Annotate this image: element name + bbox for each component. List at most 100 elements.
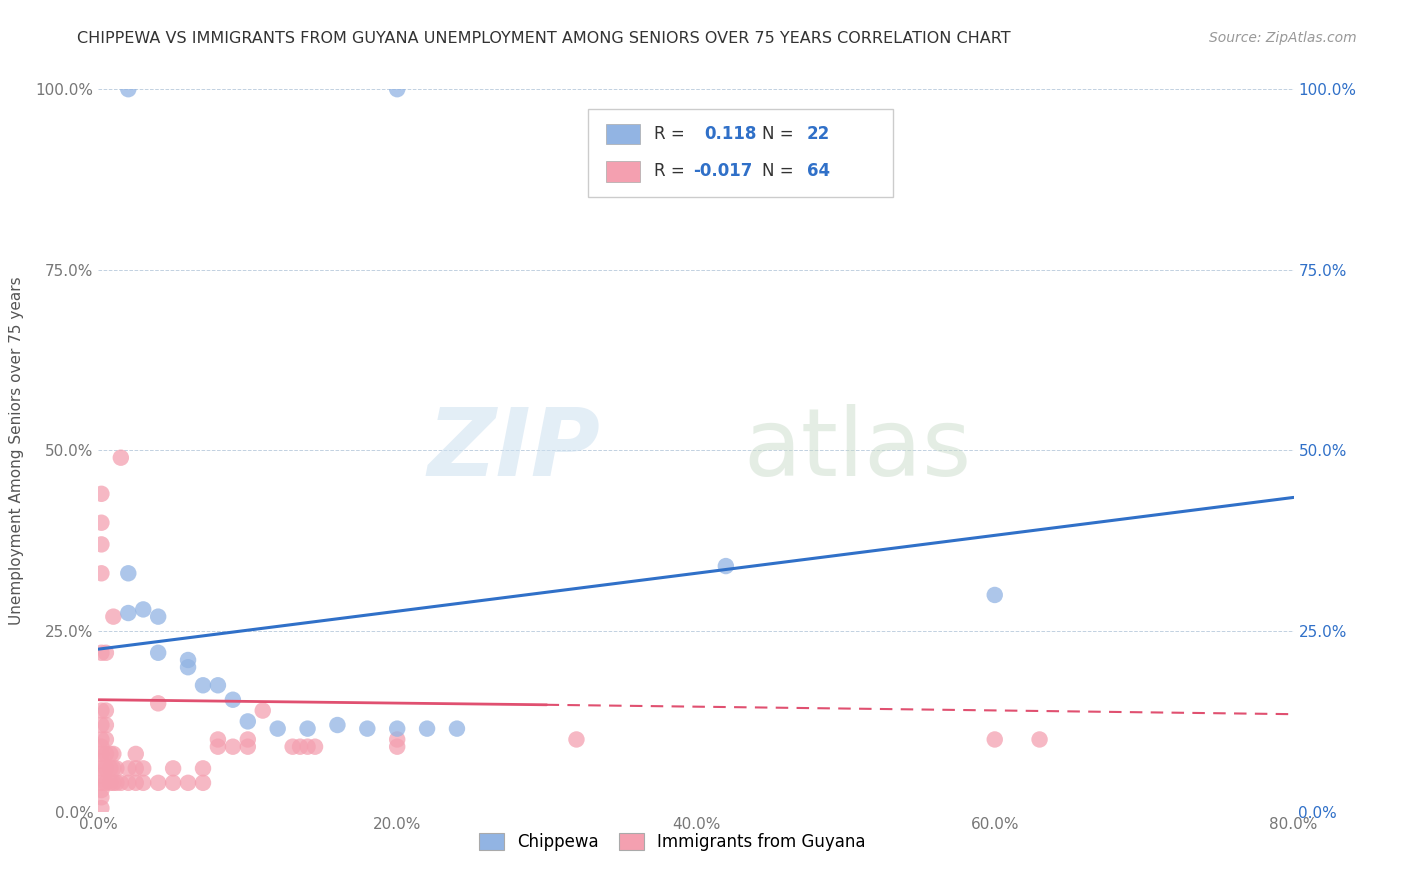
Text: N =: N = — [762, 125, 799, 144]
Point — [117, 606, 139, 620]
Point — [117, 82, 139, 96]
Point — [356, 722, 378, 736]
Point — [984, 588, 1007, 602]
FancyBboxPatch shape — [606, 124, 640, 145]
Point — [385, 722, 409, 736]
Point — [94, 704, 117, 718]
Point — [90, 739, 112, 754]
Point — [117, 776, 139, 790]
Point — [132, 761, 155, 775]
Point — [162, 761, 184, 775]
Point — [191, 678, 214, 692]
Point — [446, 722, 468, 736]
Point — [90, 487, 112, 501]
Point — [252, 704, 274, 718]
Point — [125, 776, 148, 790]
Point — [98, 747, 122, 761]
Point — [90, 754, 112, 768]
Point — [94, 747, 117, 761]
Point — [385, 739, 409, 754]
Point — [90, 537, 112, 551]
Point — [148, 776, 170, 790]
Point — [1028, 732, 1050, 747]
Point — [326, 718, 349, 732]
Legend: Chippewa, Immigrants from Guyana: Chippewa, Immigrants from Guyana — [472, 826, 872, 857]
Point — [110, 450, 132, 465]
Point — [132, 776, 155, 790]
Point — [177, 653, 200, 667]
Point — [90, 776, 112, 790]
Point — [148, 646, 170, 660]
Point — [565, 732, 588, 747]
Text: CHIPPEWA VS IMMIGRANTS FROM GUYANA UNEMPLOYMENT AMONG SENIORS OVER 75 YEARS CORR: CHIPPEWA VS IMMIGRANTS FROM GUYANA UNEMP… — [77, 31, 1011, 46]
Point — [98, 761, 122, 775]
Point — [304, 739, 326, 754]
Point — [110, 776, 132, 790]
Point — [105, 776, 128, 790]
Point — [94, 646, 117, 660]
Point — [984, 732, 1007, 747]
Point — [714, 559, 737, 574]
Point — [416, 722, 439, 736]
Point — [288, 739, 311, 754]
Point — [222, 692, 245, 706]
Point — [222, 739, 245, 754]
Text: R =: R = — [654, 125, 690, 144]
Y-axis label: Unemployment Among Seniors over 75 years: Unemployment Among Seniors over 75 years — [10, 277, 24, 624]
Text: 22: 22 — [807, 125, 831, 144]
Point — [267, 722, 290, 736]
Point — [385, 82, 409, 96]
Point — [103, 761, 125, 775]
Point — [207, 739, 229, 754]
Point — [90, 732, 112, 747]
Point — [90, 747, 112, 761]
Text: R =: R = — [654, 162, 690, 180]
Text: -0.017: -0.017 — [693, 162, 754, 180]
Point — [125, 761, 148, 775]
Point — [162, 776, 184, 790]
Point — [105, 761, 128, 775]
Point — [94, 776, 117, 790]
Point — [94, 732, 117, 747]
Point — [98, 776, 122, 790]
Point — [297, 739, 319, 754]
FancyBboxPatch shape — [589, 109, 893, 197]
Point — [90, 718, 112, 732]
Point — [132, 602, 155, 616]
Point — [90, 646, 112, 660]
Point — [177, 776, 200, 790]
Point — [90, 783, 112, 797]
Point — [177, 660, 200, 674]
Point — [90, 790, 112, 805]
Text: N =: N = — [762, 162, 799, 180]
Point — [90, 761, 112, 775]
FancyBboxPatch shape — [606, 161, 640, 181]
Point — [281, 739, 304, 754]
Text: ZIP: ZIP — [427, 404, 600, 497]
Text: Source: ZipAtlas.com: Source: ZipAtlas.com — [1209, 31, 1357, 45]
Point — [385, 732, 409, 747]
Point — [207, 732, 229, 747]
Point — [90, 516, 112, 530]
Point — [103, 609, 125, 624]
Text: 0.118: 0.118 — [704, 125, 756, 144]
Point — [297, 722, 319, 736]
Point — [125, 747, 148, 761]
Point — [148, 696, 170, 710]
Point — [207, 678, 229, 692]
Point — [103, 776, 125, 790]
Point — [90, 704, 112, 718]
Point — [148, 609, 170, 624]
Point — [117, 761, 139, 775]
Point — [90, 566, 112, 581]
Point — [94, 761, 117, 775]
Point — [117, 566, 139, 581]
Point — [191, 761, 214, 775]
Text: 64: 64 — [807, 162, 830, 180]
Point — [94, 718, 117, 732]
Point — [90, 769, 112, 783]
Point — [103, 747, 125, 761]
Point — [90, 801, 112, 815]
Point — [236, 714, 259, 729]
Point — [236, 732, 259, 747]
